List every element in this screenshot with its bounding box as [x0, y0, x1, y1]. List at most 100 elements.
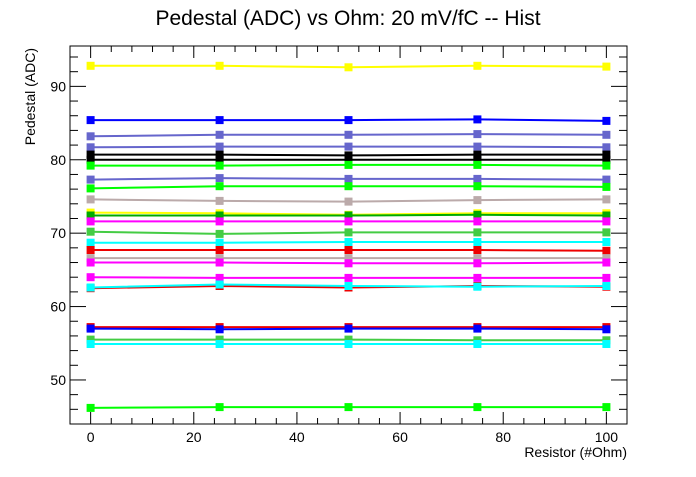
data-point — [215, 335, 224, 344]
y-axis-label: Pedestal (ADC) — [22, 48, 38, 145]
series-13 — [86, 227, 611, 238]
data-point — [215, 174, 224, 183]
data-point — [602, 155, 611, 164]
data-point — [344, 116, 353, 125]
data-point — [602, 254, 611, 263]
data-point — [344, 282, 353, 290]
data-point — [86, 324, 95, 333]
series-1 — [86, 115, 611, 125]
data-point — [86, 132, 95, 141]
data-point — [215, 182, 224, 191]
data-point — [473, 155, 482, 164]
y-tick-label: 90 — [50, 78, 66, 94]
data-point — [86, 238, 95, 247]
data-point — [86, 246, 95, 254]
data-point — [473, 130, 482, 139]
data-point — [215, 246, 224, 254]
data-point — [602, 211, 611, 220]
data-point — [215, 150, 224, 159]
data-point — [215, 325, 224, 334]
data-point — [473, 174, 482, 183]
data-point — [215, 258, 224, 267]
data-point — [215, 161, 224, 170]
data-point — [344, 211, 353, 220]
data-point — [473, 150, 482, 159]
data-point — [215, 217, 224, 226]
data-point — [86, 273, 95, 282]
data-point — [86, 150, 95, 159]
data-point — [473, 403, 482, 412]
series-25 — [86, 403, 611, 412]
data-point — [215, 130, 224, 139]
data-point — [344, 324, 353, 333]
series-2 — [86, 130, 611, 141]
series-22 — [86, 324, 611, 334]
series-9 — [86, 195, 611, 206]
data-point — [344, 217, 353, 226]
data-point — [86, 61, 95, 70]
data-point — [215, 196, 224, 205]
data-point — [602, 195, 611, 204]
data-point — [602, 150, 611, 159]
data-point — [86, 340, 95, 348]
series-6 — [86, 160, 611, 170]
data-point — [215, 273, 224, 282]
series-20 — [86, 280, 611, 292]
data-point — [473, 217, 482, 226]
data-point — [86, 184, 95, 193]
data-point — [473, 160, 482, 169]
data-point — [473, 61, 482, 70]
data-point — [215, 229, 224, 238]
data-point — [215, 211, 224, 220]
data-point — [602, 217, 611, 226]
data-point — [473, 115, 482, 124]
y-tick-label: 80 — [50, 152, 66, 168]
data-point — [86, 161, 95, 170]
data-point — [344, 160, 353, 169]
y-tick-label: 70 — [50, 225, 66, 241]
data-point — [602, 116, 611, 125]
series-16 — [86, 254, 611, 263]
plot-border — [69, 45, 628, 425]
data-point — [215, 280, 224, 289]
data-point — [215, 61, 224, 70]
data-point — [602, 246, 611, 255]
data-point — [86, 258, 95, 267]
data-point — [602, 62, 611, 71]
data-point — [602, 273, 611, 282]
data-point — [602, 143, 611, 152]
data-point — [86, 211, 95, 220]
series-7 — [86, 174, 611, 184]
series-12 — [86, 217, 611, 226]
data-point — [473, 246, 482, 254]
series-layer — [86, 61, 611, 412]
series-4 — [86, 150, 611, 160]
data-point — [86, 143, 95, 152]
data-point — [473, 259, 482, 268]
series-24 — [86, 340, 611, 348]
series-15 — [86, 246, 611, 255]
data-point — [344, 228, 353, 237]
data-point — [473, 228, 482, 237]
data-point — [344, 142, 353, 151]
data-point — [344, 174, 353, 183]
data-point — [473, 282, 482, 291]
x-tick-label: 20 — [186, 429, 202, 445]
data-point — [602, 340, 611, 348]
data-point — [215, 403, 224, 412]
data-point — [215, 155, 224, 164]
data-point — [473, 196, 482, 205]
series-5 — [86, 155, 611, 164]
x-tick-label: 100 — [595, 429, 619, 445]
series-17 — [86, 258, 611, 268]
data-point — [86, 116, 95, 125]
data-point — [473, 273, 482, 282]
data-point — [473, 324, 482, 333]
data-point — [215, 340, 224, 348]
data-point — [344, 130, 353, 139]
data-point — [86, 283, 95, 292]
data-point — [344, 246, 353, 254]
x-tick-label: 60 — [392, 429, 408, 445]
